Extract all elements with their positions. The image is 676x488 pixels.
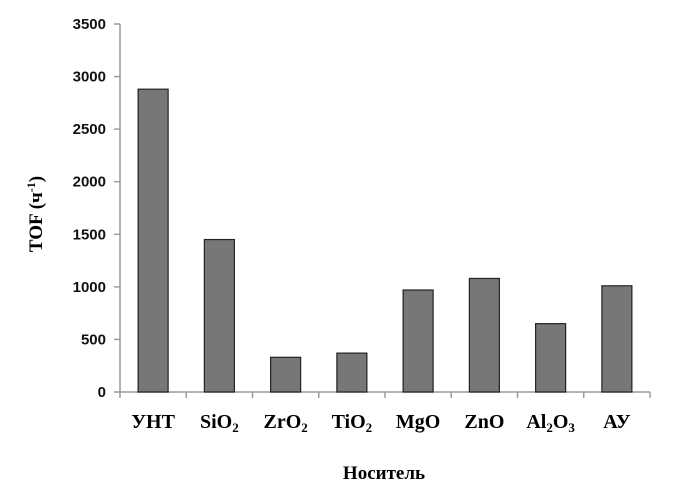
y-tick-label: 2500 xyxy=(73,121,106,138)
bar-TiO2 xyxy=(336,352,368,393)
y-axis: 0 500 1000 1500 2000 2500 3000 3500 xyxy=(73,16,121,401)
x-tick-label: ZnO xyxy=(464,411,504,433)
bar-SiO2 xyxy=(203,238,235,393)
y-tick-label: 1000 xyxy=(73,279,106,296)
x-tick-label: MgO xyxy=(396,411,440,433)
x-tick-label: TiO2 xyxy=(332,411,373,435)
y-tick-label: 2000 xyxy=(73,174,106,191)
bar-ZnO xyxy=(468,277,500,393)
x-tick-label: УНТ xyxy=(131,411,175,433)
x-tick-label: АУ xyxy=(603,411,631,433)
y-tick-label: 0 xyxy=(98,384,106,401)
x-axis-title: Носитель xyxy=(343,463,425,484)
bar-АУ xyxy=(601,285,633,393)
x-axis xyxy=(119,391,651,398)
bar-Al2O3 xyxy=(535,323,567,393)
bar-ZrO2 xyxy=(270,356,302,393)
x-tick-label: ZrO2 xyxy=(263,411,307,435)
y-axis-title: TOF (ч-1) xyxy=(24,176,47,252)
bars xyxy=(137,88,633,393)
y-tick-label: 3500 xyxy=(73,16,106,33)
x-tick-label: SiO2 xyxy=(200,411,239,435)
bar-УНТ xyxy=(137,88,169,393)
y-tick-label: 3000 xyxy=(73,69,106,86)
bar-MgO xyxy=(402,289,434,393)
x-tick-label: Al2O3 xyxy=(526,411,575,435)
y-tick-label: 500 xyxy=(81,331,106,348)
y-tick-label: 1500 xyxy=(73,226,106,243)
category-labels: УНТ SiO2 ZrO2 TiO2 MgO ZnO Al2O3 АУ xyxy=(131,411,631,435)
